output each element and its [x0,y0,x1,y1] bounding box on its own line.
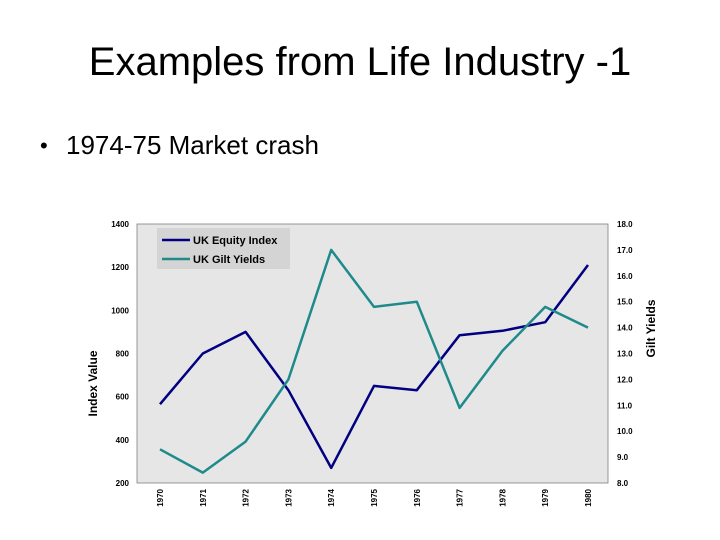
bullet-item: • 1974-75 Market crash [40,130,319,161]
legend-label-equity: UK Equity Index [193,235,278,247]
slide-title: Examples from Life Industry -1 [88,40,632,84]
y2-tick-label: 12.0 [617,375,633,384]
x-tick-label: 1980 [584,488,593,506]
y-tick-label: 1200 [111,263,129,272]
y2-tick-label: 9.0 [617,453,629,462]
y2-axis-title: Gilt Yields [644,299,658,357]
y2-tick-label: 18.0 [617,220,633,229]
y-tick-label: 1400 [111,220,129,229]
y2-tick-label: 8.0 [617,479,629,488]
x-tick-label: 1978 [498,488,507,506]
legend-box [157,228,290,269]
bullet-dot-icon: • [40,132,48,158]
y2-tick-label: 16.0 [617,272,633,281]
x-tick-label: 1970 [156,488,165,506]
y2-axis-ticks: 8.0 9.0 10.0 11.0 12.0 13.0 14.0 15.0 16.0 17.0 18… [617,220,633,488]
series-layer [159,248,590,474]
bullet-text: 1974-75 Market crash [66,130,319,160]
y2-tick-label: 15.0 [617,298,633,307]
x-tick-label: 1977 [456,488,465,506]
x-tick-label: 1972 [242,488,251,506]
x-tick-label: 1971 [199,488,208,506]
y-tick-label: 800 [116,350,130,359]
series-line-equity [159,264,590,470]
x-tick-label: 1974 [327,488,336,506]
y2-tick-label: 14.0 [617,324,633,333]
y-tick-label: 600 [116,393,130,402]
x-tick-label: 1976 [413,488,422,506]
y-axis-ticks: 200 400 600 800 1000 1200 1400 [111,220,129,488]
x-tick-label: 1975 [370,488,379,506]
y-axis-title: Index Value [86,350,100,416]
series-line-gilt [159,248,589,474]
y2-tick-label: 11.0 [617,401,633,410]
x-tick-label: 1973 [284,488,293,506]
y2-tick-label: 13.0 [617,350,633,359]
y-tick-label: 400 [116,436,130,445]
legend-label-gilt: UK Gilt Yields [193,254,265,266]
y-tick-label: 1000 [111,306,129,315]
y2-tick-label: 10.0 [617,427,633,436]
y2-tick-label: 17.0 [617,246,633,255]
y-tick-label: 200 [116,479,130,488]
x-axis-ticks: 1970 1971 1972 1973 1974 1975 1976 1977 1978 1979… [156,488,593,506]
x-tick-label: 1979 [541,488,550,506]
legend: UK Equity Index UK Gilt Yields [157,228,290,269]
